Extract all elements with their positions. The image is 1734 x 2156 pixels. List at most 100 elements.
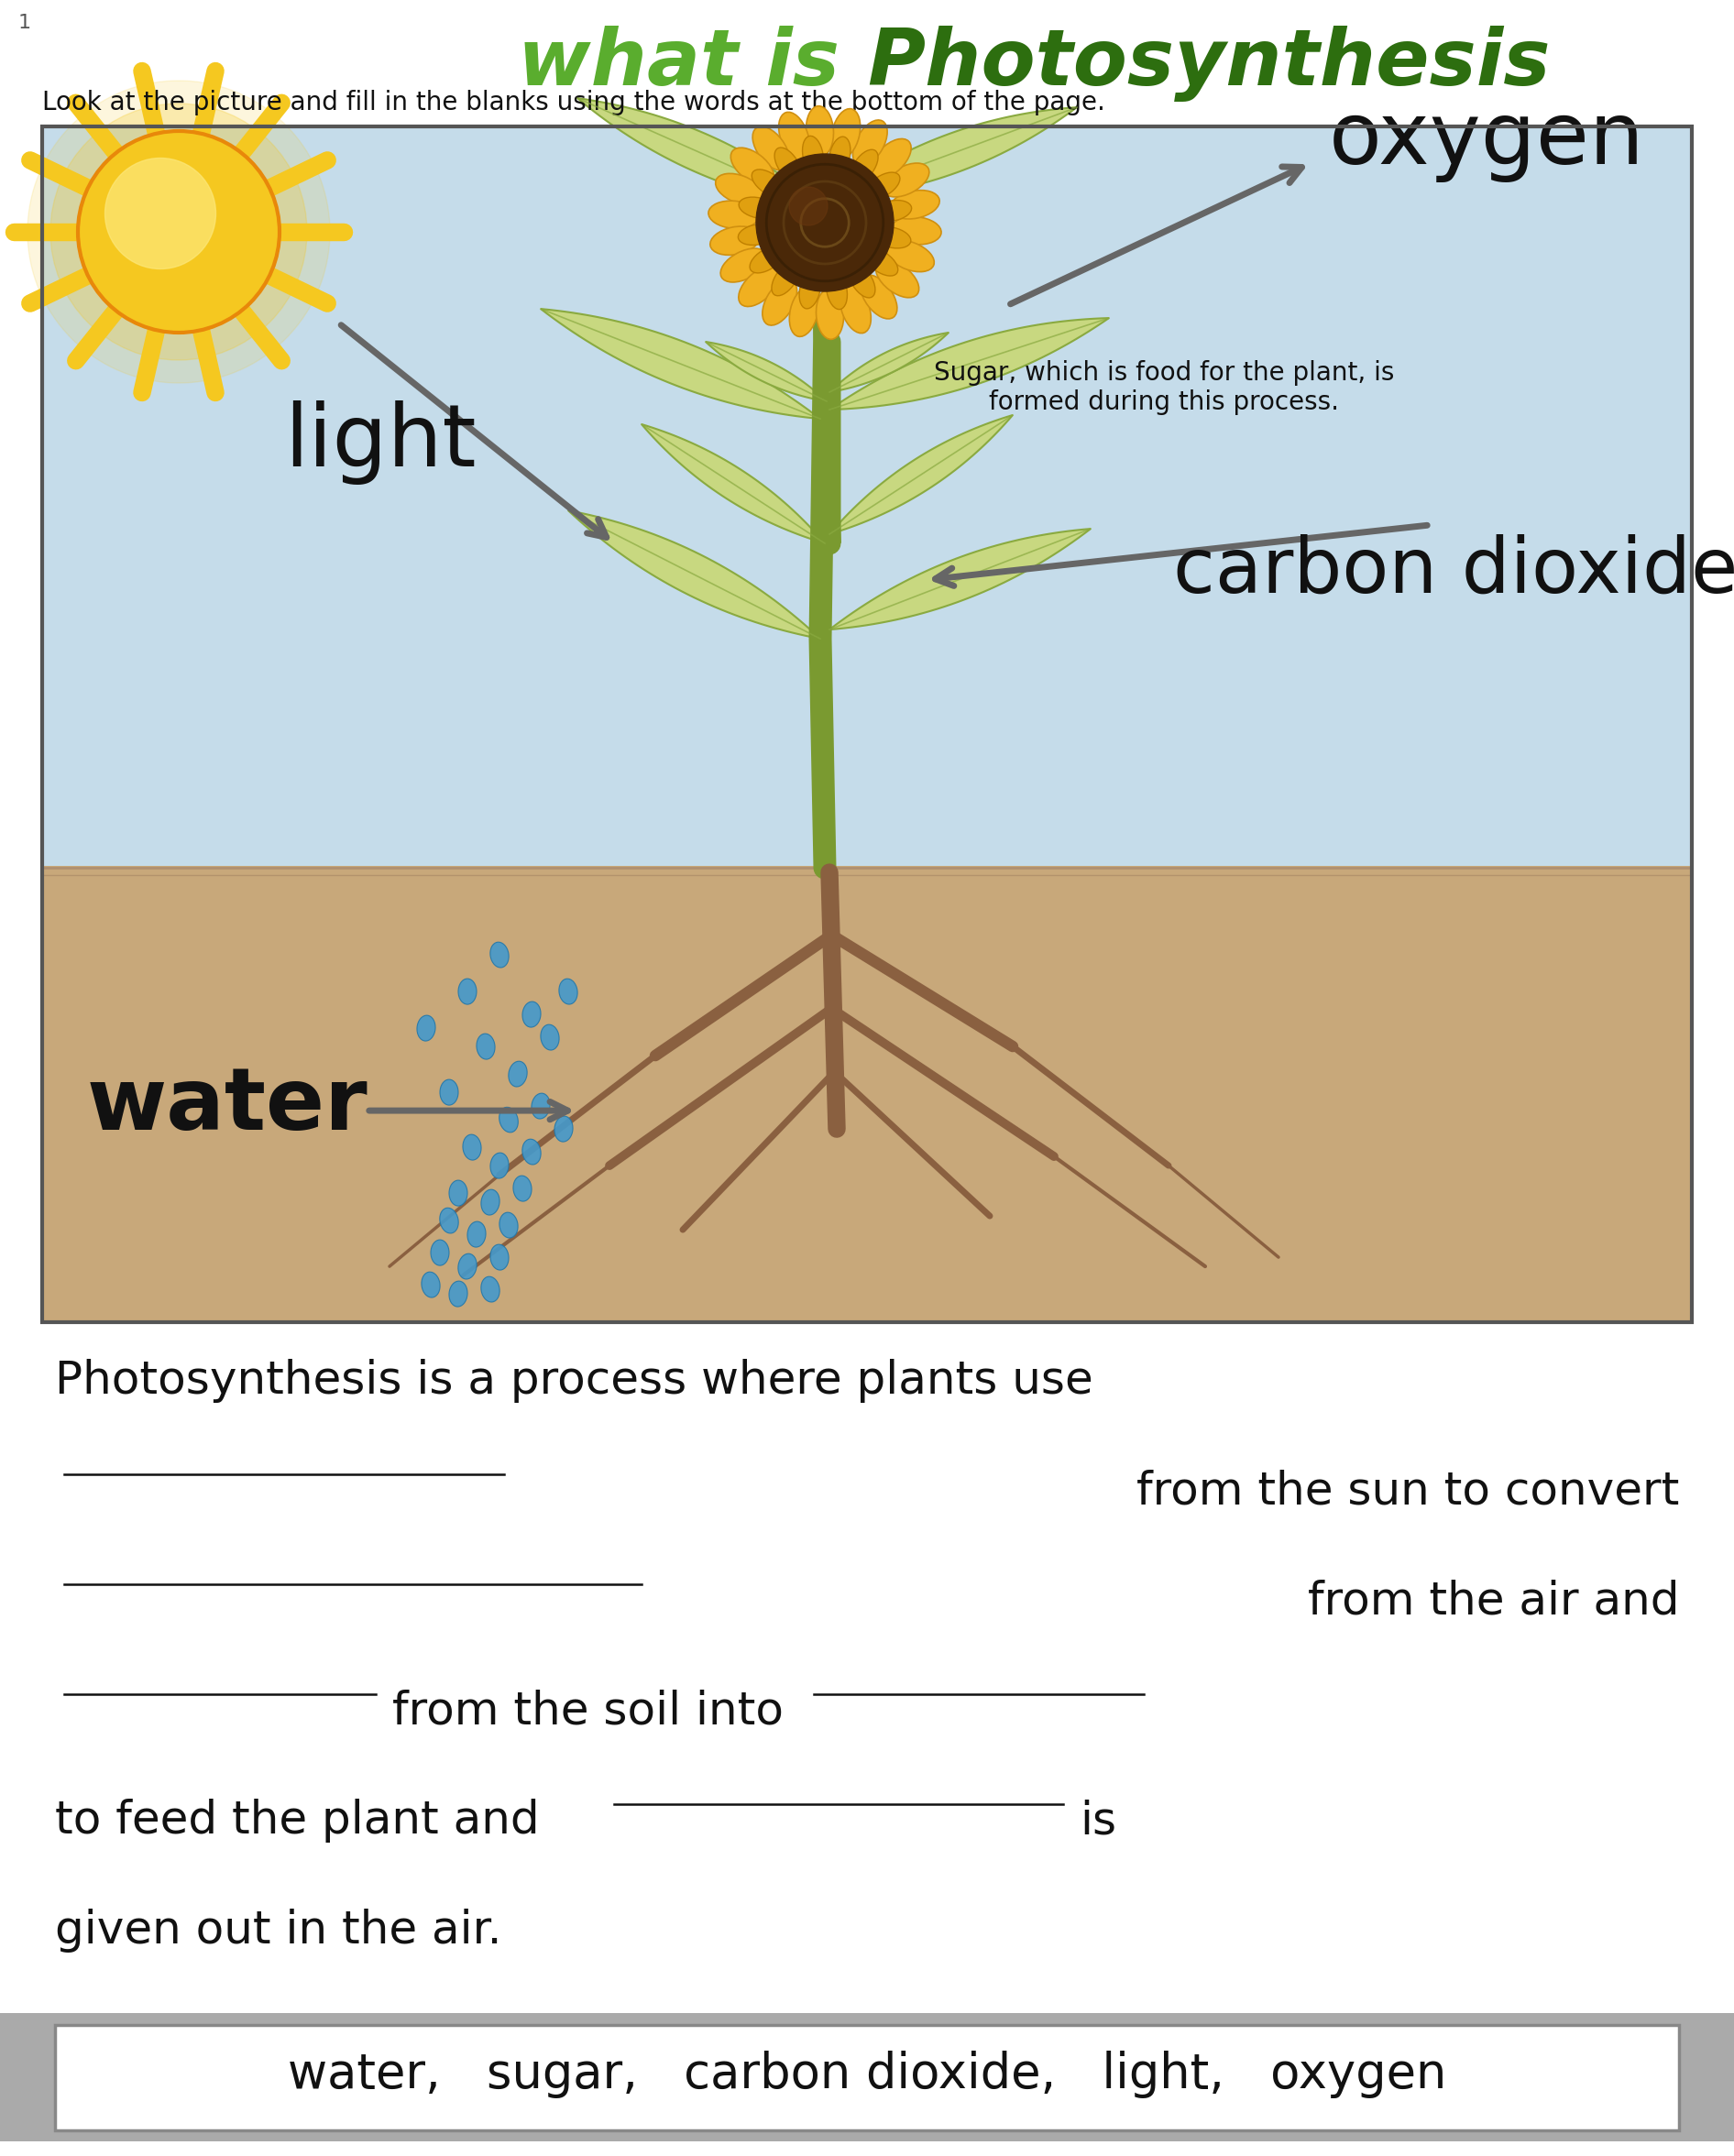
Polygon shape — [577, 99, 825, 209]
Ellipse shape — [721, 248, 766, 282]
Ellipse shape — [541, 1024, 558, 1050]
Bar — [42, 127, 1692, 1322]
Ellipse shape — [803, 136, 824, 175]
Circle shape — [50, 103, 307, 360]
Ellipse shape — [440, 1207, 458, 1233]
Ellipse shape — [480, 1190, 499, 1216]
Text: is: is — [1080, 1798, 1117, 1843]
Ellipse shape — [870, 138, 910, 179]
Polygon shape — [569, 511, 820, 638]
Ellipse shape — [865, 172, 900, 198]
Ellipse shape — [555, 1117, 572, 1143]
Ellipse shape — [449, 1281, 468, 1307]
Text: to feed the plant and: to feed the plant and — [55, 1798, 539, 1843]
Ellipse shape — [860, 276, 896, 319]
Ellipse shape — [463, 1134, 482, 1160]
Ellipse shape — [864, 248, 898, 276]
Bar — [42, 867, 1692, 1322]
Ellipse shape — [491, 1244, 508, 1270]
Polygon shape — [541, 308, 820, 418]
Ellipse shape — [508, 1061, 527, 1087]
Ellipse shape — [831, 108, 860, 157]
Ellipse shape — [876, 261, 919, 298]
Ellipse shape — [839, 285, 870, 334]
Ellipse shape — [711, 226, 759, 254]
Ellipse shape — [522, 1138, 541, 1164]
Ellipse shape — [468, 1222, 486, 1246]
Polygon shape — [829, 319, 1110, 410]
Ellipse shape — [874, 201, 912, 222]
Text: oxygen: oxygen — [1328, 97, 1646, 183]
Circle shape — [28, 80, 329, 384]
Ellipse shape — [430, 1240, 449, 1266]
Ellipse shape — [749, 246, 784, 274]
Text: light: light — [284, 401, 477, 485]
Circle shape — [756, 153, 893, 291]
Ellipse shape — [891, 218, 942, 244]
Bar — [42, 127, 1692, 869]
Text: 1: 1 — [19, 13, 31, 32]
FancyBboxPatch shape — [55, 2024, 1679, 2130]
Ellipse shape — [827, 272, 848, 308]
Ellipse shape — [739, 196, 777, 218]
Text: given out in the air.: given out in the air. — [55, 1908, 501, 1953]
Ellipse shape — [739, 267, 780, 306]
Polygon shape — [829, 416, 1013, 535]
Ellipse shape — [477, 1033, 494, 1059]
Text: Photosynthesis is a process where plants use: Photosynthesis is a process where plants… — [55, 1358, 1092, 1404]
Ellipse shape — [458, 979, 477, 1005]
Ellipse shape — [775, 147, 801, 181]
Ellipse shape — [480, 1276, 499, 1302]
Ellipse shape — [416, 1015, 435, 1041]
Ellipse shape — [449, 1179, 468, 1205]
Ellipse shape — [499, 1108, 518, 1132]
Ellipse shape — [458, 1253, 477, 1279]
Text: from the sun to convert: from the sun to convert — [1136, 1468, 1679, 1514]
Ellipse shape — [513, 1175, 532, 1201]
Ellipse shape — [763, 280, 798, 326]
Ellipse shape — [491, 1153, 508, 1179]
Ellipse shape — [532, 1093, 550, 1119]
Ellipse shape — [829, 136, 850, 175]
Ellipse shape — [730, 149, 773, 185]
Ellipse shape — [789, 287, 818, 336]
Polygon shape — [706, 343, 827, 401]
Ellipse shape — [799, 272, 820, 308]
Polygon shape — [829, 332, 948, 392]
Ellipse shape — [853, 121, 888, 166]
Polygon shape — [829, 108, 1077, 198]
Ellipse shape — [709, 201, 759, 229]
Text: from the soil into: from the soil into — [392, 1688, 784, 1733]
Ellipse shape — [848, 263, 876, 298]
Polygon shape — [642, 425, 825, 543]
Circle shape — [106, 157, 215, 270]
Ellipse shape — [491, 942, 508, 968]
Ellipse shape — [421, 1272, 440, 1298]
Ellipse shape — [850, 149, 877, 183]
Ellipse shape — [817, 289, 844, 338]
Ellipse shape — [890, 190, 940, 220]
Ellipse shape — [522, 1003, 541, 1026]
Ellipse shape — [440, 1080, 458, 1106]
Ellipse shape — [886, 239, 935, 272]
Ellipse shape — [558, 979, 577, 1005]
Polygon shape — [829, 528, 1091, 630]
Text: water: water — [87, 1063, 368, 1149]
Text: what is: what is — [518, 26, 867, 101]
Ellipse shape — [872, 226, 910, 248]
Ellipse shape — [753, 127, 789, 170]
Ellipse shape — [716, 172, 763, 205]
Text: water,   sugar,   carbon dioxide,   light,   oxygen: water, sugar, carbon dioxide, light, oxy… — [288, 2050, 1446, 2098]
Text: Photosynthesis: Photosynthesis — [867, 26, 1550, 101]
Circle shape — [78, 132, 279, 332]
Ellipse shape — [739, 224, 777, 246]
Bar — [0, 2014, 1734, 2141]
Text: Look at the picture and fill in the blanks using the words at the bottom of the : Look at the picture and fill in the blan… — [42, 91, 1105, 116]
Circle shape — [789, 188, 827, 226]
Ellipse shape — [772, 263, 799, 295]
Ellipse shape — [806, 106, 834, 157]
Ellipse shape — [779, 112, 810, 160]
Ellipse shape — [753, 170, 786, 196]
Ellipse shape — [499, 1212, 518, 1238]
Text: carbon dioxide: carbon dioxide — [1174, 535, 1734, 608]
